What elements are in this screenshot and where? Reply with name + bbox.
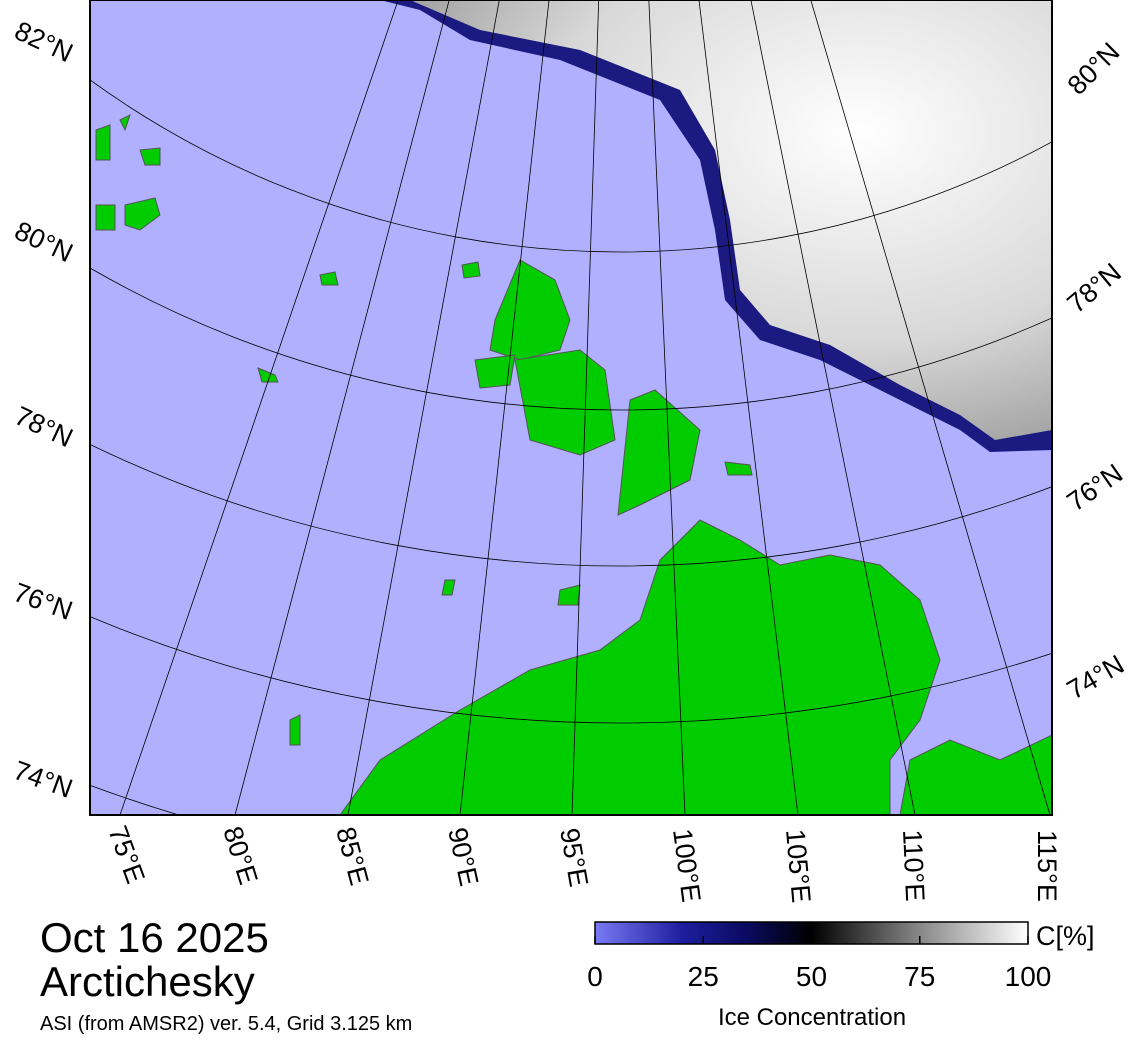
date: Oct 16 2025 bbox=[40, 914, 269, 961]
colorbar-label: Ice Concentration bbox=[718, 1004, 906, 1031]
land bbox=[95, 114, 1052, 815]
lat-label: 80°N bbox=[1062, 37, 1126, 101]
colorbar-unit: C[%] bbox=[1036, 921, 1095, 951]
lat-label: 74°N bbox=[1062, 649, 1129, 705]
lat-label: 78°N bbox=[1061, 257, 1126, 319]
lon-label: 110°E bbox=[897, 829, 930, 902]
map bbox=[90, 0, 1052, 815]
colorbar-tick-label: 25 bbox=[688, 961, 719, 992]
ice-pack bbox=[410, 0, 1052, 440]
region: Arctichesky bbox=[40, 958, 255, 1005]
lon-label: 90°E bbox=[442, 825, 484, 889]
lat-labels-left: 82°N 80°N 78°N 76°N 74°N bbox=[10, 16, 78, 804]
colorbar-tick-label: 0 bbox=[587, 961, 603, 992]
lon-label: 80°E bbox=[217, 823, 263, 888]
lat-label: 74°N bbox=[10, 755, 77, 804]
lon-label: 115°E bbox=[1032, 830, 1062, 902]
lon-label: 105°E bbox=[780, 828, 816, 904]
lat-label: 78°N bbox=[10, 401, 77, 454]
lat-label: 82°N bbox=[10, 16, 77, 69]
lat-label: 76°N bbox=[10, 577, 77, 626]
lon-labels: 75°E 80°E 85°E 90°E 95°E 100°E 105°E 110°E 115°E bbox=[102, 822, 1062, 904]
lat-labels-right: 80°N 78°N 76°N 74°N bbox=[1061, 37, 1129, 706]
colorbar-tick-label: 75 bbox=[904, 961, 935, 992]
source: ASI (from AMSR2) ver. 5.4, Grid 3.125 km bbox=[40, 1013, 412, 1035]
lon-label: 75°E bbox=[102, 822, 150, 888]
colorbar-tick-label: 100 bbox=[1005, 961, 1052, 992]
lon-label: 100°E bbox=[667, 827, 706, 904]
lon-label: 95°E bbox=[554, 826, 594, 889]
map-frame bbox=[89, 0, 1053, 816]
lat-label: 76°N bbox=[1062, 458, 1129, 517]
lon-label: 85°E bbox=[330, 824, 374, 889]
colorbar-ticks: 0 25 50 75 100 bbox=[587, 936, 1051, 992]
lat-label: 80°N bbox=[10, 216, 77, 269]
graticule bbox=[90, 0, 1052, 815]
colorbar-tick-label: 50 bbox=[796, 961, 827, 992]
